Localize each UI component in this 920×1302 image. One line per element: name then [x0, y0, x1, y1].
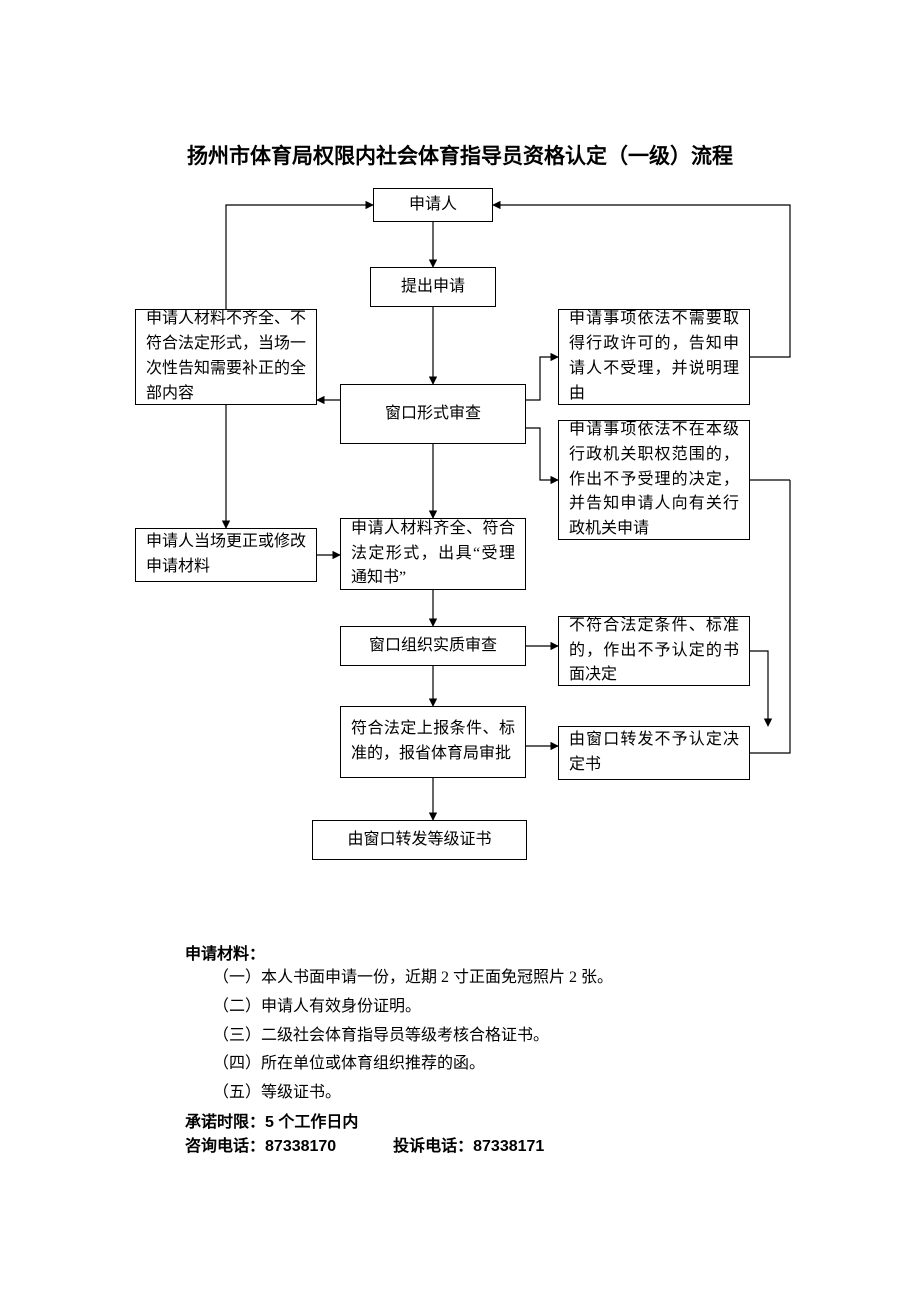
commit-time: 承诺时限：5 个工作日内: [185, 1108, 613, 1132]
page: 扬州市体育局权限内社会体育指导员资格认定（一级）流程 申请人提出申请申请人材料不…: [0, 0, 920, 1302]
flowchart-node: 窗口组织实质审查: [340, 626, 526, 666]
flowchart-node: 申请人: [373, 188, 493, 222]
page-title: 扬州市体育局权限内社会体育指导员资格认定（一级）流程: [0, 140, 920, 170]
flowchart-node: 由窗口转发等级证书: [312, 820, 527, 860]
flowchart-node: 提出申请: [370, 267, 496, 307]
flowchart-node: 申请人材料不齐全、不符合法定形式，当场一次性告知需要补正的全部内容: [135, 309, 317, 405]
materials-item: （二）申请人有效身份证明。: [213, 993, 613, 1022]
flowchart-node: 申请人材料齐全、符合法定形式，出具“受理通知书”: [340, 518, 526, 590]
complain-value: 87338171: [473, 1138, 544, 1155]
flowchart-node: 申请事项依法不在本级行政机关职权范围的，作出不予受理的决定，并告知申请人向有关行…: [558, 420, 750, 540]
materials-section: 申请材料： （一）本人书面申请一份，近期 2 寸正面免冠照片 2 张。（二）申请…: [185, 940, 613, 1156]
materials-item: （五）等级证书。: [213, 1079, 613, 1108]
phones: 咨询电话：87338170 投诉电话：87338171: [185, 1132, 613, 1156]
commit-label: 承诺时限：: [185, 1114, 265, 1131]
consult-label: 咨询电话：: [185, 1138, 265, 1155]
materials-item: （一）本人书面申请一份，近期 2 寸正面免冠照片 2 张。: [213, 964, 613, 993]
materials-item: （三）二级社会体育指导员等级考核合格证书。: [213, 1022, 613, 1051]
flowchart-node: 不符合法定条件、标准的，作出不予认定的书面决定: [558, 616, 750, 686]
consult-value: 87338170: [265, 1138, 336, 1155]
flowchart-node: 申请事项依法不需要取得行政许可的，告知申请人不受理，并说明理由: [558, 309, 750, 405]
flowchart-node: 申请人当场更正或修改申请材料: [135, 528, 317, 582]
flowchart-node: 符合法定上报条件、标准的，报省体育局审批: [340, 706, 526, 778]
commit-value: 5 个工作日内: [265, 1114, 358, 1131]
materials-item: （四）所在单位或体育组织推荐的函。: [213, 1050, 613, 1079]
flowchart-node: 由窗口转发不予认定决定书: [558, 726, 750, 780]
flowchart-node: 窗口形式审查: [340, 384, 526, 444]
complain-label: 投诉电话：: [393, 1138, 473, 1155]
materials-heading: 申请材料：: [185, 940, 613, 964]
